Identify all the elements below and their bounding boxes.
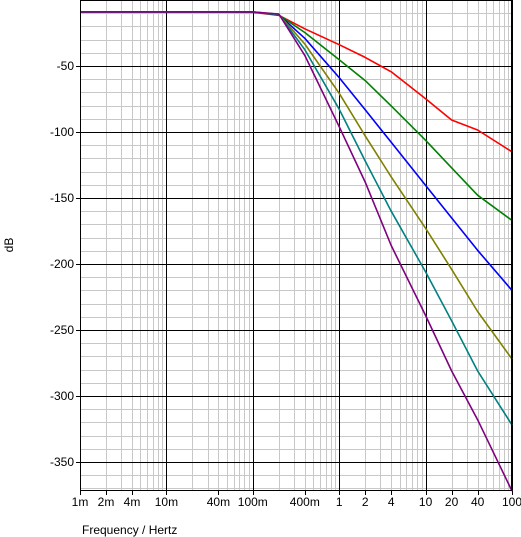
x-tick-label: 40 [471, 495, 485, 509]
y-tick-label: -250 [50, 323, 74, 337]
x-tick-label: 10m [155, 495, 178, 509]
plot-frame [80, 0, 512, 491]
x-tick-label: 100m [238, 495, 268, 509]
x-tick-label: 1m [72, 495, 89, 509]
y-tick-label: -300 [50, 389, 74, 403]
x-tick-label: 2m [98, 495, 115, 509]
x-axis-ticks: 1m 2m 4m 10m 40m 100m 400m 1 2 4 10 20 40 100 [72, 491, 521, 509]
x-tick-label: 400m [290, 495, 320, 509]
y-tick-label: -50 [57, 59, 75, 73]
y-tick-label: -200 [50, 257, 74, 271]
minor-grid [80, 0, 512, 491]
x-tick-label: 40m [207, 495, 230, 509]
x-tick-label: 4 [388, 495, 395, 509]
x-tick-label: 2 [362, 495, 369, 509]
y-tick-label: -100 [50, 125, 74, 139]
y-tick-label: -150 [50, 191, 74, 205]
series-line-6 [80, 11, 513, 492]
y-axis-ticks: -50 -100 -150 -200 -250 -300 -350 [50, 59, 80, 469]
y-tick-label: -350 [50, 455, 74, 469]
series-layer [80, 11, 513, 492]
x-tick-label: 1 [336, 495, 343, 509]
x-tick-label: 20 [445, 495, 459, 509]
x-tick-label: 100 [502, 495, 521, 509]
x-axis-title: Frequency / Hertz [82, 523, 177, 537]
major-grid [80, 0, 513, 491]
y-axis-title: dB [2, 238, 16, 253]
x-tick-label: 4m [124, 495, 141, 509]
x-tick-label: 10 [419, 495, 433, 509]
